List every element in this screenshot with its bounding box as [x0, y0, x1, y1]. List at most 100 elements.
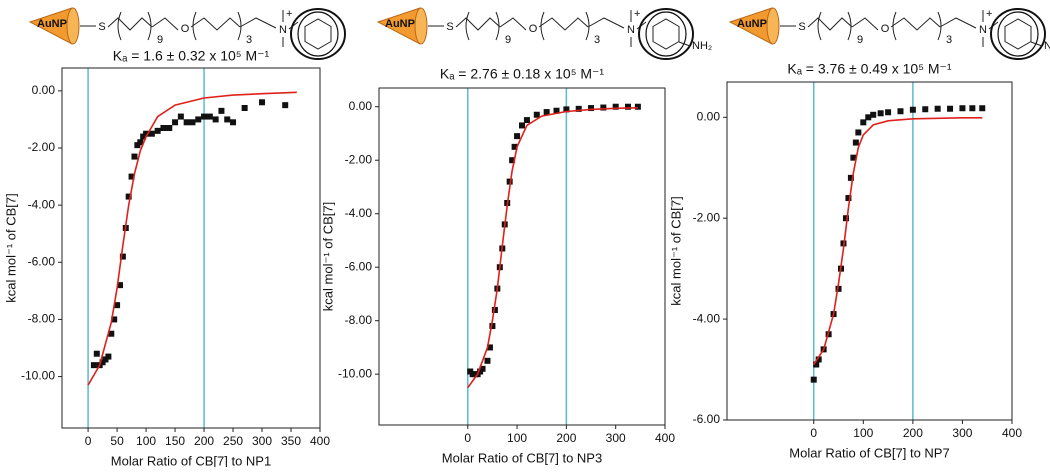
- y-tick-label: -8.00: [345, 313, 373, 327]
- data-point: [934, 105, 941, 112]
- y-tick-label: 0.00: [32, 83, 56, 97]
- sulfur: S: [798, 21, 805, 33]
- data-point: [201, 113, 208, 120]
- x-tick-label: 300: [952, 426, 972, 440]
- data-point: [509, 157, 516, 164]
- chain: [851, 17, 879, 31]
- data-point: [154, 127, 161, 134]
- data-point: [105, 353, 112, 360]
- data-point: [166, 125, 173, 131]
- repeat-count: 3: [594, 34, 600, 46]
- x-tick-label: 50: [110, 434, 124, 448]
- fit-curve: [87, 91, 297, 386]
- y-tick-label: -6.00: [345, 259, 373, 273]
- repeat-count: 9: [857, 34, 863, 46]
- data-point: [511, 143, 518, 150]
- x-axis-label: Molar Ratio of CB[7] to NP1: [111, 453, 271, 467]
- y-tick-label: -6.00: [693, 412, 721, 426]
- y-tick-label: -10.00: [21, 369, 55, 383]
- x-tick-label: 400: [1002, 426, 1022, 440]
- chain: [587, 17, 625, 29]
- x-tick-label: 100: [507, 431, 527, 445]
- data-point: [93, 350, 100, 357]
- substituent: NH₂: [692, 40, 712, 52]
- x-tick-label: 0: [810, 426, 817, 440]
- data-point: [842, 215, 849, 222]
- data-point: [979, 105, 986, 112]
- y-tick-label: -4.00: [345, 206, 373, 220]
- data-point: [514, 133, 521, 140]
- data-point: [131, 153, 138, 160]
- data-point: [224, 116, 231, 123]
- data-point: [523, 117, 530, 124]
- particle-label: AuNP: [37, 18, 67, 30]
- x-tick-label: 200: [556, 431, 576, 445]
- repeat-count: 9: [157, 34, 163, 46]
- data-point: [282, 102, 289, 109]
- x-tick-label: 100: [853, 426, 873, 440]
- plot-frame: [726, 81, 1013, 421]
- repeat-count: 3: [946, 34, 952, 46]
- benzene-ring: [1004, 18, 1032, 50]
- data-point: [218, 107, 225, 114]
- panel: AuNP S 9 O 3 N + NH₂ Kₐ = 2.76 ± 0.18 x 10⁵ M⁻¹ 0…: [320, 7, 712, 465]
- y-tick-label: -8.00: [28, 312, 56, 326]
- x-tick-label: 300: [252, 434, 272, 448]
- data-point: [172, 119, 179, 126]
- data-point: [189, 119, 196, 126]
- data-point: [575, 105, 582, 112]
- bracket: [540, 11, 590, 41]
- data-point: [479, 365, 486, 372]
- data-point: [588, 105, 595, 112]
- chain: [455, 17, 501, 31]
- data-point: [195, 116, 202, 123]
- nanoparticle-cap: [66, 7, 80, 45]
- panel: AuNP S 9 O 3 N + Kₐ = 1.6 ± 0.32 x 10⁵ M⁻¹ 0 50 10…: [3, 7, 346, 468]
- y-tick-label: -2.00: [28, 140, 56, 154]
- substituent: NO₂: [1044, 40, 1050, 52]
- data-point: [491, 306, 498, 313]
- plot-frame: [378, 87, 666, 426]
- sulfur: S: [98, 21, 105, 33]
- data-point: [847, 174, 854, 181]
- data-point: [543, 109, 550, 116]
- bracket: [117, 11, 152, 41]
- chain: [538, 17, 589, 31]
- y-axis-label: kcal mol⁻¹ of CB[7]: [3, 193, 18, 302]
- data-point: [212, 116, 219, 123]
- host-ring: [638, 8, 694, 60]
- nanoparticle-cap: [766, 7, 780, 45]
- chain: [190, 17, 241, 31]
- y-tick-label: -6.00: [28, 254, 56, 268]
- benzene-ring: [304, 18, 332, 50]
- data-point: [259, 99, 266, 106]
- bracket: [192, 11, 242, 41]
- oxygen: O: [881, 23, 890, 35]
- data-point: [128, 173, 135, 180]
- data-point: [230, 119, 237, 126]
- data-point: [810, 376, 817, 383]
- bracket: [892, 11, 942, 41]
- data-point: [625, 103, 632, 110]
- fit-curve: [813, 117, 983, 365]
- x-axis-label: Molar Ratio of CB[7] to NP7: [789, 445, 949, 460]
- data-point: [870, 111, 877, 118]
- chain: [499, 17, 527, 31]
- oxygen: O: [181, 23, 190, 35]
- panel: AuNP S 9 O 3 N + NO₂ Kₐ = 3.76 ± 0.49 x 10⁵ M⁻¹ 0…: [668, 7, 1050, 460]
- y-tick-label: 0.00: [697, 109, 721, 123]
- plot-frame: [61, 67, 321, 429]
- data-point: [486, 344, 493, 351]
- data-point: [137, 139, 144, 146]
- chain: [107, 17, 153, 31]
- particle-label: AuNP: [737, 18, 767, 30]
- data-point: [865, 114, 872, 121]
- data-point: [947, 105, 954, 112]
- data-point: [563, 106, 570, 113]
- y-tick-label: -2.00: [345, 152, 373, 166]
- data-point: [119, 253, 126, 260]
- data-point: [835, 285, 842, 292]
- data-point: [489, 323, 496, 330]
- x-tick-label: 0: [464, 431, 471, 445]
